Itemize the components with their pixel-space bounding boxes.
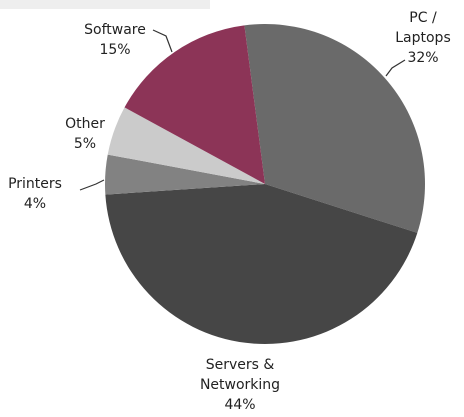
value-label: 5% (73, 136, 97, 152)
slice-label: Printers 4% (0, 174, 70, 214)
value-label: 15% (99, 42, 131, 58)
leader-line (385, 59, 406, 77)
value-label: 4% (23, 196, 47, 212)
value-label: 44% (224, 397, 256, 413)
category-label: PC / Laptops (395, 10, 451, 46)
top-bar (0, 0, 210, 9)
slice-label: Software 15% (70, 20, 160, 60)
pie-slice (244, 24, 426, 233)
slice-label: PC / Laptops 32% (385, 8, 461, 68)
category-label: Printers (8, 176, 62, 192)
pie (105, 24, 426, 344)
pie-slice (105, 154, 265, 195)
pie-slice (107, 107, 265, 184)
leader-line (152, 29, 173, 53)
category-label: Servers & Networking (199, 357, 281, 393)
slice-label: Servers & Networking 44% (170, 355, 310, 415)
category-label: Software (84, 22, 146, 38)
pie-slice (105, 184, 418, 344)
category-label: Other (65, 116, 105, 132)
value-label: 32% (407, 50, 439, 66)
leader-line (79, 179, 105, 191)
pie-slice (124, 25, 265, 185)
slice-label: Other 5% (50, 114, 120, 154)
